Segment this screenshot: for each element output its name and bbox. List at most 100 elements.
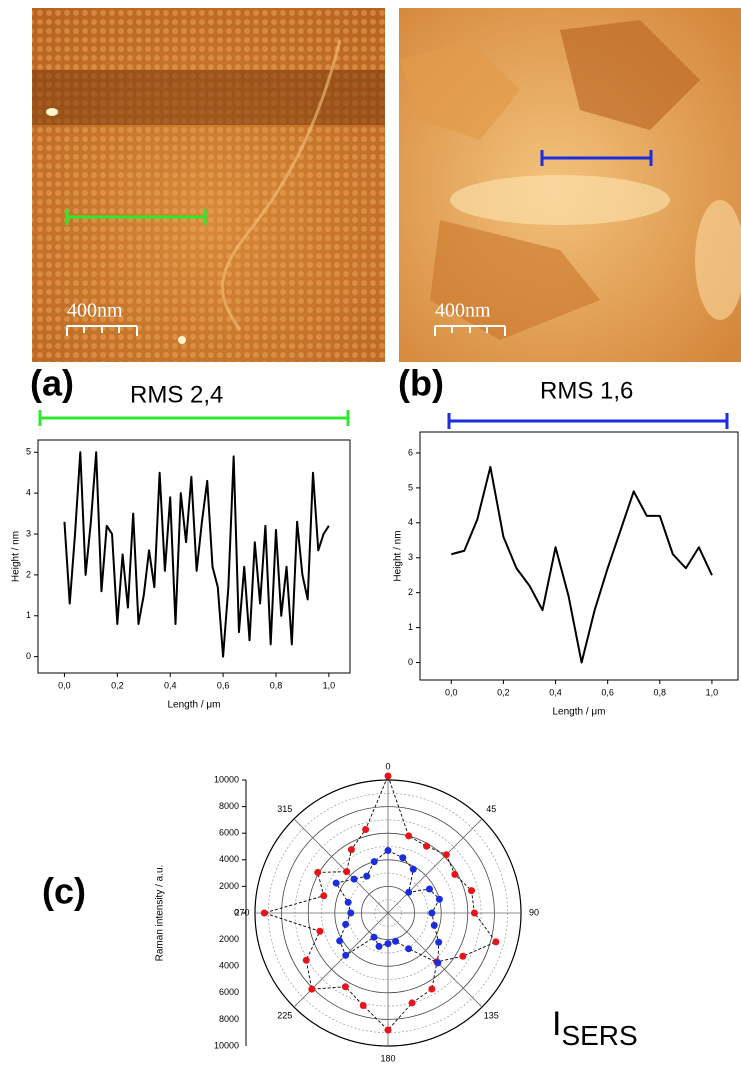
x-tick-label: 0,0 — [58, 680, 71, 690]
r-tick-label: 4000 — [219, 854, 239, 864]
profile-line — [38, 410, 350, 426]
x-tick-label: 0,2 — [111, 680, 124, 690]
angle-spoke — [387, 818, 483, 914]
x-tick-label: 1,0 — [706, 687, 719, 697]
isers-label: ISERS — [552, 1005, 638, 1051]
angle-tick-label: 315 — [277, 804, 292, 814]
angle-tick-label: 225 — [277, 1011, 292, 1021]
x-axis-label: Length / μm — [552, 707, 605, 718]
data-point — [336, 937, 344, 945]
x-tick-label: 0,6 — [217, 680, 230, 690]
r-tick-label: 2000 — [219, 881, 239, 891]
r-tick-label: 10000 — [214, 1040, 239, 1050]
x-tick-label: 1,0 — [323, 680, 336, 690]
x-axis-label: Length / μm — [167, 700, 220, 711]
y-tick-label: 3 — [26, 528, 31, 538]
y-tick-label: 4 — [408, 517, 413, 527]
data-point — [492, 938, 500, 946]
profile-curve — [63, 451, 330, 658]
data-point — [347, 846, 355, 854]
scale-bar — [66, 325, 138, 336]
scale-bar-label: 400nm — [435, 300, 491, 322]
data-point — [408, 999, 416, 1007]
panel-label: (b) — [398, 363, 444, 404]
data-point — [392, 937, 400, 945]
data-point — [308, 985, 316, 993]
y-tick-label: 6 — [408, 447, 413, 457]
profile-line — [540, 150, 653, 166]
data-point — [423, 842, 431, 850]
r-axis-label: Raman intensity / a.u. — [155, 865, 166, 962]
data-point — [341, 983, 349, 991]
x-tick-label: 0,2 — [497, 687, 510, 697]
x-tick-label: 0,4 — [549, 687, 562, 697]
y-axis-label: Height / nm — [11, 531, 22, 582]
y-tick-label: 5 — [408, 482, 413, 492]
data-point — [451, 870, 459, 878]
r-tick-label: 8000 — [219, 801, 239, 811]
data-point — [399, 854, 407, 862]
x-tick-label: 0,0 — [445, 687, 458, 697]
y-tick-label: 1 — [26, 610, 31, 620]
data-point — [384, 846, 392, 854]
x-tick-label: 0,4 — [164, 680, 177, 690]
angle-tick-label: 270 — [234, 907, 249, 917]
x-tick-label: 0,8 — [270, 680, 283, 690]
data-point — [342, 920, 350, 928]
r-tick-label: 2000 — [219, 934, 239, 944]
data-point — [350, 875, 358, 883]
data-point — [442, 851, 450, 859]
data-point — [405, 832, 413, 840]
angle-tick-label: 45 — [486, 804, 496, 814]
scale-bar-label: 400nm — [67, 300, 123, 322]
r-tick-label: 6000 — [219, 987, 239, 997]
data-point — [435, 938, 443, 946]
data-point — [332, 879, 340, 887]
data-point — [316, 927, 324, 935]
y-tick-label: 5 — [26, 447, 31, 457]
data-point — [362, 825, 370, 833]
afm-image — [399, 8, 741, 362]
r-tick-label: 4000 — [219, 961, 239, 971]
data-point — [370, 933, 378, 941]
data-point — [320, 892, 328, 900]
panel-label: (c) — [42, 871, 86, 912]
isers-main: I — [552, 1005, 561, 1043]
scale-bar — [434, 325, 506, 336]
data-point — [470, 909, 478, 917]
data-point — [370, 858, 378, 866]
data-point — [384, 1026, 392, 1034]
data-point — [428, 985, 436, 993]
data-point — [425, 885, 433, 893]
data-point — [375, 942, 383, 950]
data-point — [347, 909, 355, 917]
y-tick-label: 2 — [408, 587, 413, 597]
data-point — [302, 956, 310, 964]
plot-frame — [37, 439, 351, 674]
isers-sub: SERS — [561, 1020, 637, 1051]
y-axis-label: Height / nm — [393, 530, 404, 581]
rms-label: RMS 1,6 — [540, 377, 633, 404]
plot-frame — [419, 431, 739, 681]
y-tick-label: 0 — [26, 651, 31, 661]
data-point — [409, 865, 417, 873]
y-tick-label: 3 — [408, 552, 413, 562]
data-point — [434, 959, 442, 967]
y-tick-label: 4 — [26, 488, 31, 498]
data-point — [260, 909, 268, 917]
data-point — [405, 945, 413, 953]
rms-label: RMS 2,4 — [130, 381, 223, 408]
panel-label: (a) — [30, 363, 74, 404]
angle-tick-label: 135 — [484, 1011, 499, 1021]
y-tick-label: 0 — [408, 657, 413, 667]
data-point — [359, 1001, 367, 1009]
data-point — [430, 921, 438, 929]
profile-line — [447, 413, 729, 429]
angle-tick-label: 0 — [385, 761, 390, 771]
data-point — [363, 872, 371, 880]
data-point — [342, 951, 350, 959]
angle-tick-label: 180 — [380, 1053, 395, 1063]
r-tick-label: 8000 — [219, 1014, 239, 1024]
y-tick-label: 2 — [26, 569, 31, 579]
